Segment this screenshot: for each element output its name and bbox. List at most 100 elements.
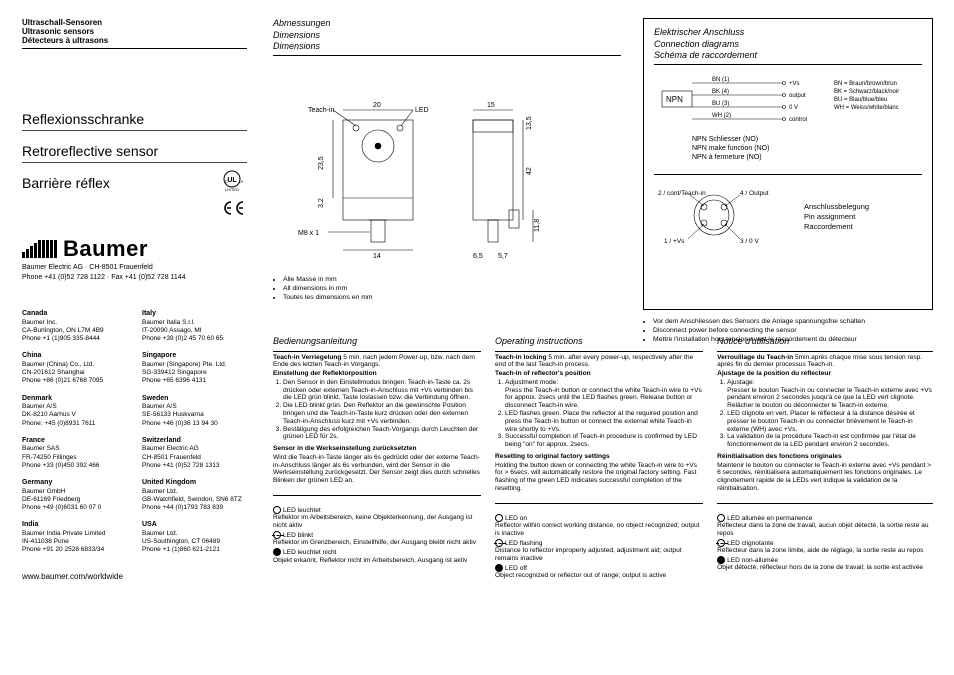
led-desc: Réflecteur dans la zone de travail, aucu…: [717, 522, 929, 537]
connection-box: Elektrischer Anschluss Connection diagra…: [643, 18, 933, 310]
pin-diagram: 2 / cont/Teach-in 4 / Output 1 / +Vs 3 /…: [654, 181, 924, 253]
office-line: DE-61169 Friedberg: [22, 496, 80, 503]
lock-title: Teach-in Verriegelung: [273, 354, 341, 361]
connection-column: Elektrischer Anschluss Connection diagra…: [643, 18, 933, 344]
svg-text:Pin assignment: Pin assignment: [804, 212, 856, 221]
reset-title: Réinitialisation des fonctions originale…: [717, 453, 933, 461]
reset-body: Wird die Teach-in-Taste länger als 6s ge…: [273, 454, 481, 485]
office-line: Baumer (Singapore) Pte. Ltd.: [142, 361, 227, 368]
title-en: Retroreflective sensor: [22, 143, 247, 163]
reset-body: Maintenir le bouton ou connecter le Teac…: [717, 462, 933, 493]
office-line: FR-74250 Fillinges: [22, 454, 77, 461]
office-line: Phone +1 (1)905 335-8444: [22, 335, 100, 342]
svg-text:11,8: 11,8: [534, 219, 541, 232]
office-line: SE-56133 Huskvarna: [142, 411, 204, 418]
svg-text:C: C: [225, 179, 228, 184]
office-line: IT-20090 Assago, MI: [142, 327, 202, 334]
office-line: Baumer Inc.: [22, 319, 57, 326]
office-country: USA: [142, 521, 157, 528]
led-state: LED blinkt: [283, 532, 313, 539]
office-line: Phone +44 (0)1793 783 839: [142, 504, 223, 511]
instr-head-en: Operating instructions: [495, 336, 703, 347]
office-line: Phone +41 (0)52 728 1313: [142, 462, 220, 469]
office-line: Baumer Electric AG: [142, 445, 199, 452]
svg-text:14: 14: [373, 253, 381, 260]
office-country: China: [22, 352, 41, 359]
led-off-icon: [273, 548, 281, 556]
office-line: Baumer Ltd.: [142, 488, 177, 495]
led-state: LED on: [505, 514, 527, 521]
svg-text:BN (1): BN (1): [712, 77, 729, 83]
svg-text:BU = Blau/blue/bleu: BU = Blau/blue/bleu: [834, 97, 887, 103]
worldwide-url: www.baumer.com/worldwide: [22, 572, 247, 581]
svg-text:4 / Output: 4 / Output: [740, 190, 769, 197]
svg-text:control: control: [789, 117, 807, 123]
svg-text:BU (3): BU (3): [712, 101, 729, 107]
office-line: Baumer (China) Co., Ltd.: [22, 361, 94, 368]
svg-text:US: US: [239, 179, 243, 184]
office-line: Baumer GmbH: [22, 488, 65, 495]
category-de: Ultraschall-Sensoren: [22, 18, 247, 27]
office-line: Baumer A/S: [142, 403, 177, 410]
cert-marks: ULCUSLISTED: [221, 170, 243, 192]
dim-head-fr: Dimensions: [273, 41, 621, 53]
led-state: LED clignotante: [727, 539, 774, 546]
lock-title: Verrouillage du Teach-in: [717, 354, 793, 361]
svg-text:NPN: NPN: [666, 95, 683, 104]
instructions-fr: Notice d'utilisation Verrouillage du Tea…: [717, 336, 933, 581]
led-desc: Reflektor im Grenzbereich, Einstellhilfe…: [273, 539, 476, 546]
svg-text:Raccordement: Raccordement: [804, 222, 854, 231]
office-country: Sweden: [142, 395, 168, 402]
dim-head-en: Dimensions: [273, 30, 621, 42]
led-on-icon: [273, 506, 281, 514]
step: Presser le bouton Teach-in ou connecter …: [727, 387, 932, 410]
reset-title: Resetting to original factory settings: [495, 453, 703, 461]
led-flash-icon: [495, 539, 503, 547]
led-flash-icon: [717, 539, 725, 547]
ul-icon: ULCUSLISTED: [221, 170, 243, 192]
step: Press the Teach-in button or connect the…: [505, 387, 702, 410]
wiring-diagram: NPN BN (1)+Vs BK (4)output BU (3)0 V WH …: [654, 71, 924, 166]
office-line: Phone +65 6396 4131: [142, 377, 206, 384]
step: Die LED blinkt grün. Den Reflektor an di…: [283, 402, 481, 425]
dim-note-de: Alle Masse in mm: [283, 276, 621, 285]
svg-text:Teach-in: Teach-in: [308, 107, 335, 114]
svg-text:5,7: 5,7: [498, 253, 508, 260]
svg-text:BK (4): BK (4): [712, 89, 729, 95]
svg-text:23,5: 23,5: [318, 156, 325, 170]
office-country: Singapore: [142, 352, 176, 359]
led-on-icon: [717, 514, 725, 522]
led-desc: Object recognized or reflector out of ra…: [495, 572, 666, 579]
instructions-de: Bedienungsanleitung Teach-in Verriegelun…: [273, 336, 481, 581]
step: Successful completion of Teach-in proced…: [505, 433, 703, 449]
svg-text:output: output: [789, 93, 806, 99]
office-country: Germany: [22, 479, 52, 486]
office-line: US-Southington, CT 06489: [142, 538, 220, 545]
offices-right: ItalyBaumer Italia S.r.l.IT-20090 Assago…: [142, 310, 242, 554]
office-line: GB-Watchfield, Swindon, SN6 8TZ: [142, 496, 242, 503]
reset-body: Holding the button down or connecting th…: [495, 462, 703, 493]
step: LED flashes green. Place the reflector a…: [505, 410, 703, 433]
office-line: Phone +91 20 2528 6833/34: [22, 546, 104, 553]
conn-head-fr: Schéma de raccordement: [654, 50, 922, 62]
svg-text:42: 42: [526, 167, 533, 175]
svg-text:BN = Braun/brown/brun: BN = Braun/brown/brun: [834, 81, 897, 87]
office-line: Phone +86 (0)21 6768 7095: [22, 377, 103, 384]
dim-note-en: All dimensions in mm: [283, 285, 621, 294]
office-line: Phone +33 (0)450 392 466: [22, 462, 100, 469]
offices: CanadaBaumer Inc.CA-Burlington, ON L7M 4…: [22, 310, 247, 554]
svg-text:NPN Schliesser (NO): NPN Schliesser (NO): [692, 136, 758, 143]
step: LED clignote en vert. Placer le réflecte…: [727, 410, 933, 433]
office-country: United Kingdom: [142, 479, 196, 486]
logo-text: Baumer: [63, 236, 148, 262]
office-line: CN-201612 Shanghai: [22, 369, 85, 376]
conn-note-de: Vor dem Anschliessen des Sensors die Anl…: [653, 318, 933, 327]
led-desc: Objet détecté, réflecteur hors de la zon…: [717, 564, 923, 571]
led-desc: Reflector within correct working distanc…: [495, 522, 700, 537]
office-country: Denmark: [22, 395, 52, 402]
led-flash-icon: [273, 531, 281, 539]
svg-text:UL: UL: [227, 177, 237, 184]
office-line: Phone +46 (0)36 13 94 30: [142, 420, 218, 427]
office-country: India: [22, 521, 38, 528]
svg-text:WH = Weiss/white/blanc: WH = Weiss/white/blanc: [834, 105, 899, 111]
